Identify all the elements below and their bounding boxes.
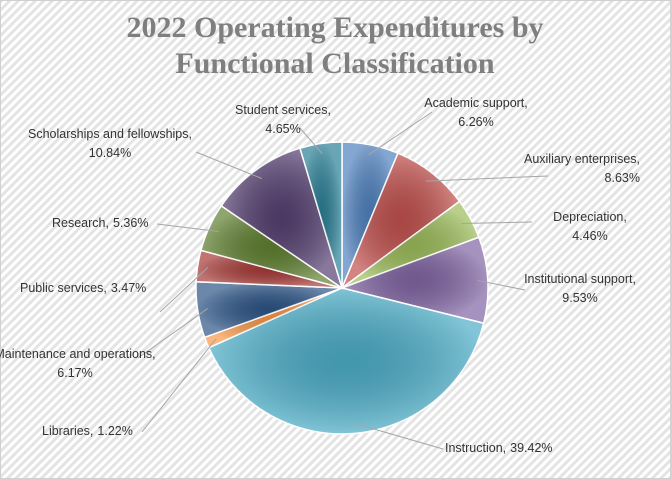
leader-line — [425, 175, 549, 182]
leader-line — [137, 308, 209, 359]
label-category: Public services, — [20, 281, 107, 295]
label-value: 4.65% — [265, 122, 300, 136]
label-value: 6.17% — [57, 366, 92, 380]
label-value: 9.53% — [562, 291, 597, 305]
label-category: Instruction, — [445, 441, 506, 455]
chart-title: 2022 Operating Expenditures by Functiona… — [126, 11, 544, 80]
data-label: Research, 5.36% — [52, 216, 148, 230]
data-label: Student services, 4.65% — [235, 103, 331, 136]
label-category: Academic support, — [424, 96, 528, 110]
label-value: 10.84% — [89, 146, 131, 160]
label-category: Depreciation, — [553, 210, 627, 224]
leader-line — [368, 111, 433, 156]
label-category: Auxiliary enterprises, — [524, 152, 640, 166]
data-label: Public services, 3.47% — [20, 281, 146, 295]
leader-line — [477, 279, 526, 291]
data-label: Institutional support, 9.53% — [524, 272, 636, 305]
label-value: 5.36% — [113, 216, 148, 230]
data-label: Scholarships and fellowships, 10.84% — [28, 127, 192, 160]
label-category: Institutional support, — [524, 272, 636, 286]
leader-line — [461, 221, 533, 224]
data-label: Auxiliary enterprises, 8.63% — [524, 152, 640, 185]
data-label: Instruction, 39.42% — [445, 441, 553, 455]
leader-line — [156, 223, 219, 232]
label-category: Scholarships and fellowships, — [28, 127, 192, 141]
leader-line — [195, 151, 262, 179]
label-value: 6.26% — [458, 115, 493, 129]
label-value: 39.42% — [510, 441, 552, 455]
leader-line — [353, 422, 444, 450]
label-category: Research, — [52, 216, 109, 230]
label-category: Maintenance and operations, — [0, 347, 156, 361]
data-label: Academic support, 6.26% — [424, 96, 528, 129]
label-category: Student services, — [235, 103, 331, 117]
label-value: 8.63% — [605, 171, 640, 185]
data-label: Maintenance and operations, 6.17% — [0, 347, 156, 380]
data-label: Libraries, 1.22% — [42, 424, 133, 438]
label-value: 3.47% — [111, 281, 146, 295]
label-category: Libraries, — [42, 424, 93, 438]
label-value: 4.46% — [572, 229, 607, 243]
leader-line — [299, 127, 323, 154]
leader-line — [141, 338, 217, 433]
label-value: 1.22% — [97, 424, 132, 438]
leader-line — [159, 267, 209, 313]
data-label: Depreciation, 4.46% — [553, 210, 627, 243]
